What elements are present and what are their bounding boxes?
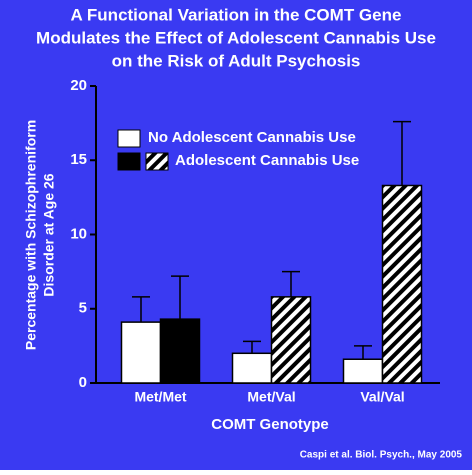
- error-bar: [282, 270, 300, 297]
- legend-label: No Adolescent Cannabis Use: [148, 129, 356, 146]
- legend-swatch: [117, 152, 141, 171]
- y-tick-label: 20: [70, 77, 87, 94]
- error-bar: [354, 345, 372, 360]
- y-axis-label: Disorder at Age 26: [41, 173, 57, 296]
- bar: [120, 321, 162, 384]
- error-bar: [171, 275, 189, 320]
- error-bar: [243, 340, 261, 354]
- bar: [159, 318, 201, 384]
- x-tick-label: Met/Met: [134, 389, 186, 405]
- bar: [342, 358, 384, 384]
- chart-title: on the Risk of Adult Psychosis: [112, 51, 361, 70]
- bar: [231, 352, 273, 384]
- error-bar: [393, 120, 411, 186]
- chart-title: Modulates the Effect of Adolescent Canna…: [36, 28, 436, 47]
- legend-swatch: [145, 152, 169, 171]
- legend-label: Adolescent Cannabis Use: [175, 152, 359, 169]
- y-axis-label: Percentage with Schizophreniform: [23, 120, 39, 350]
- x-tick-label: Val/Val: [360, 389, 404, 405]
- legend-swatch: [117, 129, 141, 148]
- y-tick-label: 10: [70, 225, 87, 242]
- chart-title: A Functional Variation in the COMT Gene: [71, 5, 402, 24]
- x-axis-label: COMT Genotype: [211, 416, 329, 433]
- y-tick-label: 0: [79, 374, 87, 391]
- y-tick-label: 5: [79, 300, 87, 317]
- y-tick-label: 15: [70, 151, 87, 168]
- source: Caspi et al. Biol. Psych., May 2005: [300, 450, 463, 461]
- bar: [270, 296, 312, 384]
- x-tick-label: Met/Val: [247, 389, 295, 405]
- bar: [381, 184, 423, 384]
- error-bar: [132, 296, 150, 323]
